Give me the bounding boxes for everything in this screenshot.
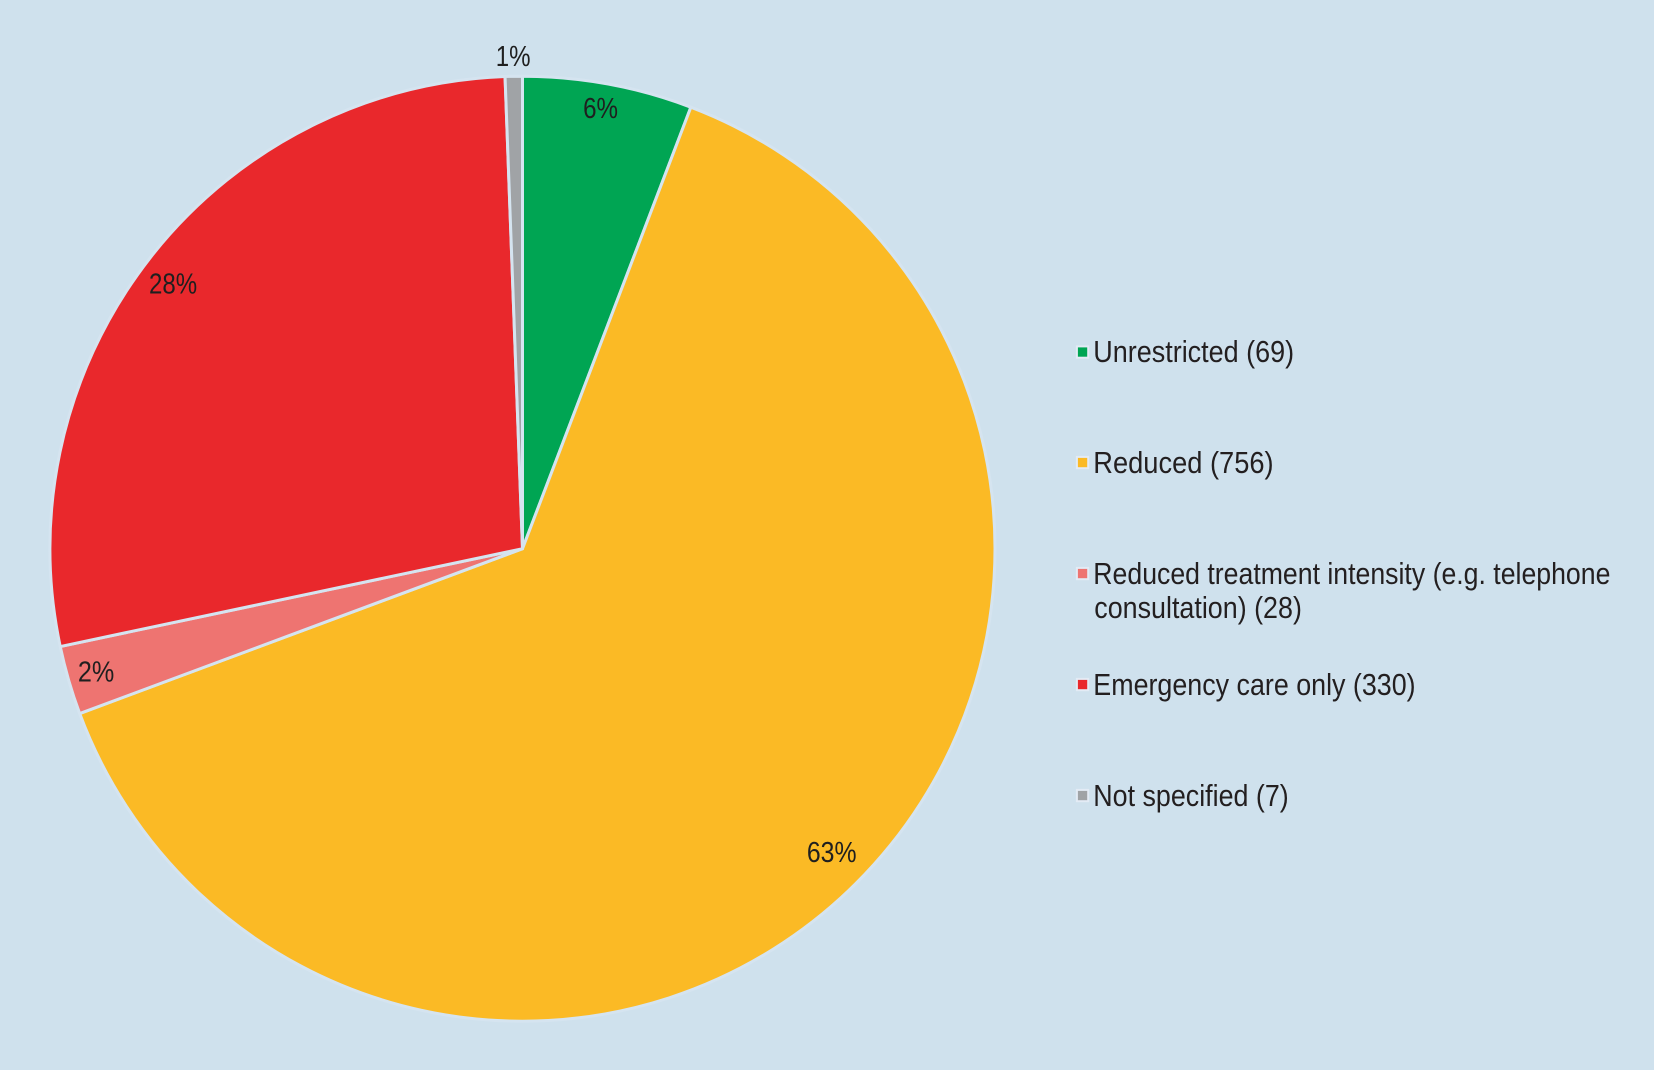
svg-text:Unrestricted (69): Unrestricted (69) [1093,335,1294,369]
svg-text:28%: 28% [149,268,197,300]
svg-text:63%: 63% [807,837,857,869]
svg-text:Reduced (756): Reduced (756) [1093,446,1273,480]
svg-text:consultation) (28): consultation) (28) [1094,591,1302,625]
svg-text:2%: 2% [78,656,114,688]
svg-text:6%: 6% [583,93,618,125]
svg-text:Not specified (7): Not specified (7) [1093,779,1288,813]
svg-text:1%: 1% [496,41,531,73]
svg-text:Reduced treatment intensity (e: Reduced treatment intensity (e.g. teleph… [1093,557,1610,591]
svg-text:Emergency care only (330): Emergency care only (330) [1093,668,1415,702]
